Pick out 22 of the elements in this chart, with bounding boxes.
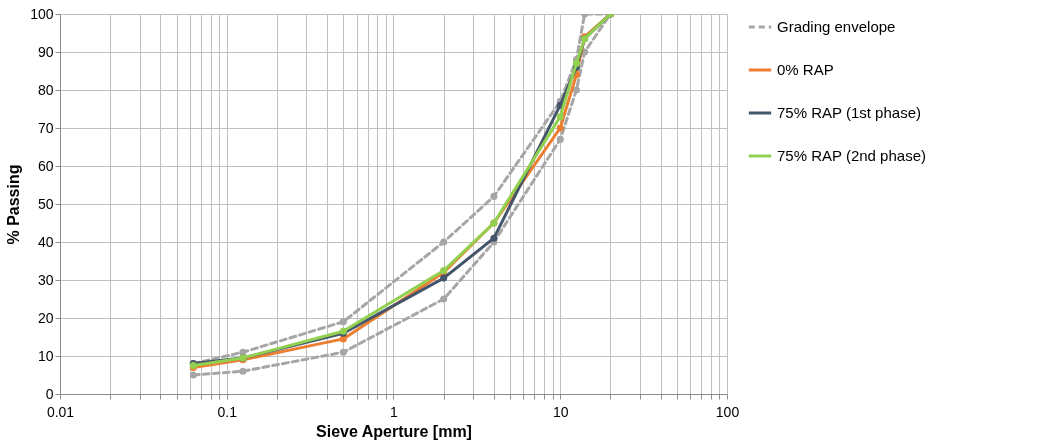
- x-tick-label: 0.1: [217, 403, 238, 420]
- y-tick-label: 100: [30, 5, 54, 22]
- x-tick-label: 1: [390, 403, 399, 420]
- y-axis-title: % Passing: [5, 164, 23, 245]
- y-tick-label: 0: [45, 385, 54, 402]
- y-tick-label: 90: [37, 43, 54, 60]
- x-axis-title: Sieve Aperture [mm]: [316, 422, 472, 440]
- y-tick-label: 70: [37, 119, 54, 136]
- legend-label: Grading envelope: [777, 18, 896, 35]
- y-tick-label: 10: [37, 347, 54, 364]
- y-tick-label: 20: [37, 309, 54, 326]
- legend-label: 75% RAP (2nd phase): [777, 147, 926, 164]
- y-tick-label: 40: [37, 233, 54, 250]
- y-tick-label: 50: [37, 195, 54, 212]
- y-tick-label: 80: [37, 81, 54, 98]
- x-tick-label: 0.01: [46, 403, 75, 420]
- x-tick-label: 100: [715, 403, 740, 420]
- y-tick-label: 60: [37, 157, 54, 174]
- y-tick-label: 30: [37, 271, 54, 288]
- legend-label: 0% RAP: [777, 61, 834, 78]
- x-tick-label: 10: [552, 403, 569, 420]
- legend-label: 75% RAP (1st phase): [777, 104, 921, 121]
